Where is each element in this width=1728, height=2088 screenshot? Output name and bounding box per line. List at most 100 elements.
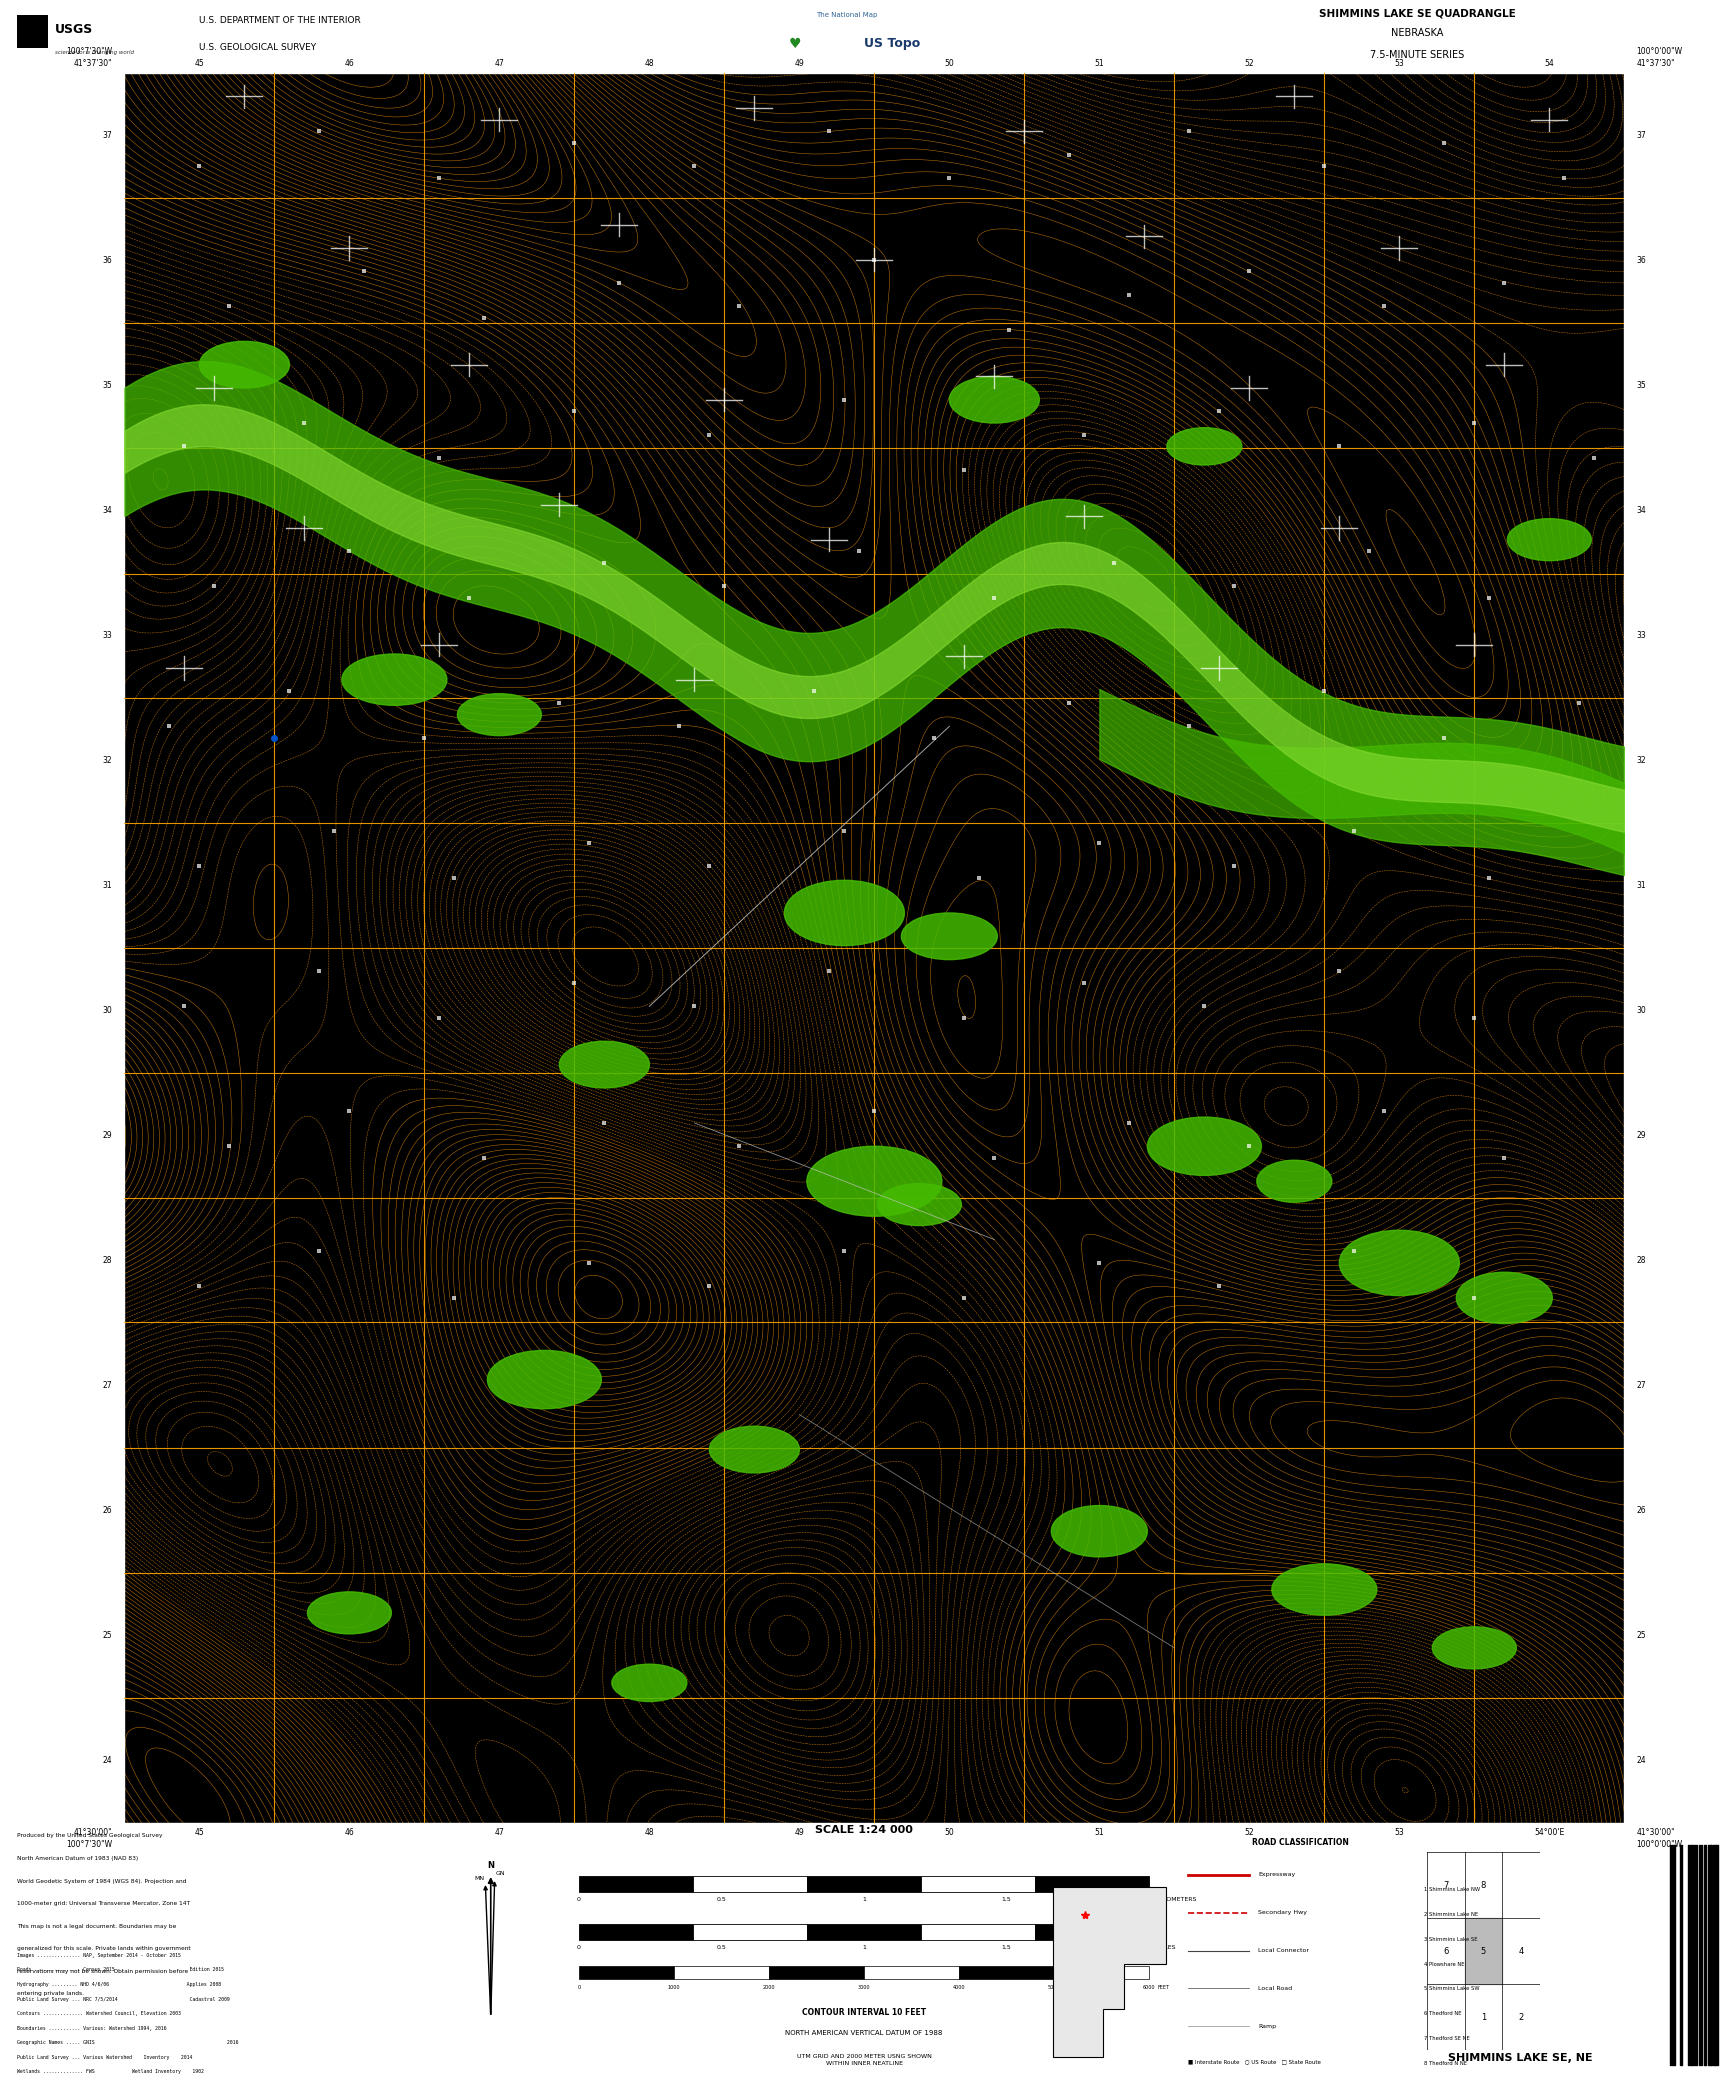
Text: 1000: 1000 — [667, 1984, 681, 1990]
Text: 3000: 3000 — [857, 1984, 871, 1990]
Text: science for a changing world: science for a changing world — [55, 50, 135, 54]
Text: 54°00'E: 54°00'E — [1534, 1829, 1564, 1837]
Text: 52: 52 — [1244, 1829, 1255, 1837]
Text: 30: 30 — [102, 1006, 112, 1015]
Text: 41°37'30": 41°37'30" — [74, 58, 112, 67]
Ellipse shape — [1256, 1161, 1332, 1203]
Text: 51: 51 — [1094, 1829, 1104, 1837]
Text: 100°7'30"W: 100°7'30"W — [66, 46, 112, 56]
Text: 34: 34 — [1636, 505, 1647, 516]
Text: Local Connector: Local Connector — [1258, 1948, 1310, 1952]
Text: 50: 50 — [945, 58, 954, 67]
Text: 6: 6 — [1443, 1946, 1448, 1956]
Text: 100°7'30"W: 100°7'30"W — [66, 1840, 112, 1850]
Ellipse shape — [612, 1664, 686, 1702]
Bar — [1054, 1967, 1149, 1979]
Text: entering private lands.: entering private lands. — [17, 1992, 85, 1996]
Ellipse shape — [458, 693, 541, 735]
Text: reservations may not be shown. Obtain permission before: reservations may not be shown. Obtain pe… — [17, 1969, 188, 1973]
Text: Ramp: Ramp — [1258, 2023, 1277, 2030]
Bar — [1035, 1875, 1149, 1892]
Text: Expressway: Expressway — [1258, 1873, 1296, 1877]
Text: Secondary Hwy: Secondary Hwy — [1258, 1911, 1308, 1915]
Text: ROAD CLASSIFICATION: ROAD CLASSIFICATION — [1251, 1837, 1350, 1848]
Text: 25: 25 — [1636, 1631, 1647, 1639]
Text: KILOMETERS: KILOMETERS — [1158, 1898, 1198, 1902]
Text: Contours .............. Watershed Council, Elevation 2003: Contours .............. Watershed Counci… — [17, 2011, 181, 2017]
Text: 1: 1 — [862, 1898, 866, 1902]
Bar — [17, 15, 48, 48]
Text: 37: 37 — [1636, 132, 1647, 140]
Text: 100°0'00"W: 100°0'00"W — [1636, 1840, 1683, 1850]
Text: NORTH AMERICAN VERTICAL DATUM OF 1988: NORTH AMERICAN VERTICAL DATUM OF 1988 — [785, 2030, 943, 2036]
Text: 29: 29 — [102, 1132, 112, 1140]
Text: U.S. GEOLOGICAL SURVEY: U.S. GEOLOGICAL SURVEY — [199, 44, 316, 52]
Text: SHIMMINS LAKE SE QUADRANGLE: SHIMMINS LAKE SE QUADRANGLE — [1318, 8, 1515, 19]
Text: 24: 24 — [1636, 1756, 1647, 1764]
Ellipse shape — [1166, 428, 1242, 466]
Text: SHIMMINS LAKE SE, NE: SHIMMINS LAKE SE, NE — [1448, 2053, 1593, 2063]
Bar — [693, 1923, 807, 1940]
Text: 30: 30 — [1636, 1006, 1647, 1015]
Ellipse shape — [949, 376, 1039, 424]
Text: 1 Shimmins Lake NW: 1 Shimmins Lake NW — [1424, 1888, 1479, 1892]
Text: 2: 2 — [1147, 1898, 1151, 1902]
Text: 8 Thedford N NE: 8 Thedford N NE — [1424, 2061, 1467, 2065]
Text: 50: 50 — [945, 1829, 954, 1837]
Bar — [807, 1875, 921, 1892]
Text: 36: 36 — [102, 257, 112, 265]
Text: 24: 24 — [102, 1756, 112, 1764]
Text: ♥: ♥ — [788, 38, 802, 50]
Text: 37: 37 — [102, 132, 112, 140]
Text: 47: 47 — [494, 58, 505, 67]
Text: FEET: FEET — [1158, 1984, 1170, 1990]
Text: 49: 49 — [795, 58, 804, 67]
Text: 49: 49 — [795, 1829, 804, 1837]
Ellipse shape — [807, 1146, 942, 1215]
Text: 28: 28 — [104, 1255, 112, 1265]
Text: Wetlands .............. FWS             Wetland Inventory    1902: Wetlands .............. FWS Wetland Inve… — [17, 2069, 204, 2075]
Text: 35: 35 — [1636, 380, 1647, 390]
Text: UTM GRID AND 2000 METER USNG SHOWN
WITHIN INNER NEATLINE: UTM GRID AND 2000 METER USNG SHOWN WITHI… — [797, 2053, 931, 2065]
Polygon shape — [1052, 1888, 1166, 2057]
Text: 31: 31 — [1636, 881, 1647, 889]
Ellipse shape — [487, 1351, 601, 1409]
Text: ■ Interstate Route   ○ US Route   □ State Route: ■ Interstate Route ○ US Route □ State Ro… — [1189, 2059, 1322, 2065]
Text: 2: 2 — [1147, 1944, 1151, 1950]
Text: 33: 33 — [102, 631, 112, 641]
Ellipse shape — [1051, 1505, 1147, 1558]
Text: 1: 1 — [862, 1944, 866, 1950]
Text: 46: 46 — [344, 1829, 354, 1837]
Ellipse shape — [1457, 1272, 1552, 1324]
Ellipse shape — [1433, 1627, 1517, 1668]
Text: 53: 53 — [1394, 58, 1405, 67]
Text: NEBRASKA: NEBRASKA — [1391, 27, 1443, 38]
Text: 5000: 5000 — [1047, 1984, 1061, 1990]
Text: 48: 48 — [645, 1829, 655, 1837]
Ellipse shape — [902, 912, 997, 960]
Text: 5 Shimmins Lake SW: 5 Shimmins Lake SW — [1424, 1986, 1479, 1992]
Text: 47: 47 — [494, 1829, 505, 1837]
Bar — [959, 1967, 1054, 1979]
Text: USGS: USGS — [55, 23, 93, 35]
Text: 2 Shimmins Lake NE: 2 Shimmins Lake NE — [1424, 1913, 1477, 1917]
Text: Produced by the United States Geological Survey: Produced by the United States Geological… — [17, 1833, 162, 1837]
Text: World Geodetic System of 1984 (WGS 84). Projection and: World Geodetic System of 1984 (WGS 84). … — [17, 1879, 187, 1883]
Text: 36: 36 — [1636, 257, 1647, 265]
Text: 35: 35 — [102, 380, 112, 390]
Bar — [864, 1967, 959, 1979]
Text: 2000: 2000 — [762, 1984, 776, 1990]
Text: 27: 27 — [1636, 1380, 1647, 1391]
Text: 32: 32 — [1636, 756, 1647, 764]
Text: 32: 32 — [102, 756, 112, 764]
Text: 0: 0 — [577, 1898, 581, 1902]
Text: 1.5: 1.5 — [1002, 1944, 1011, 1950]
Text: Public Land Survey ... Various Watershed    Inventory    2014: Public Land Survey ... Various Watershed… — [17, 2055, 192, 2061]
Ellipse shape — [308, 1591, 392, 1633]
Text: 26: 26 — [1636, 1505, 1647, 1516]
Text: CONTOUR INTERVAL 10 FEET: CONTOUR INTERVAL 10 FEET — [802, 2009, 926, 2017]
Bar — [769, 1967, 864, 1979]
Text: North American Datum of 1983 (NAD 83): North American Datum of 1983 (NAD 83) — [17, 1856, 138, 1860]
Bar — [579, 1967, 674, 1979]
Text: SCALE 1:24 000: SCALE 1:24 000 — [816, 1825, 912, 1835]
